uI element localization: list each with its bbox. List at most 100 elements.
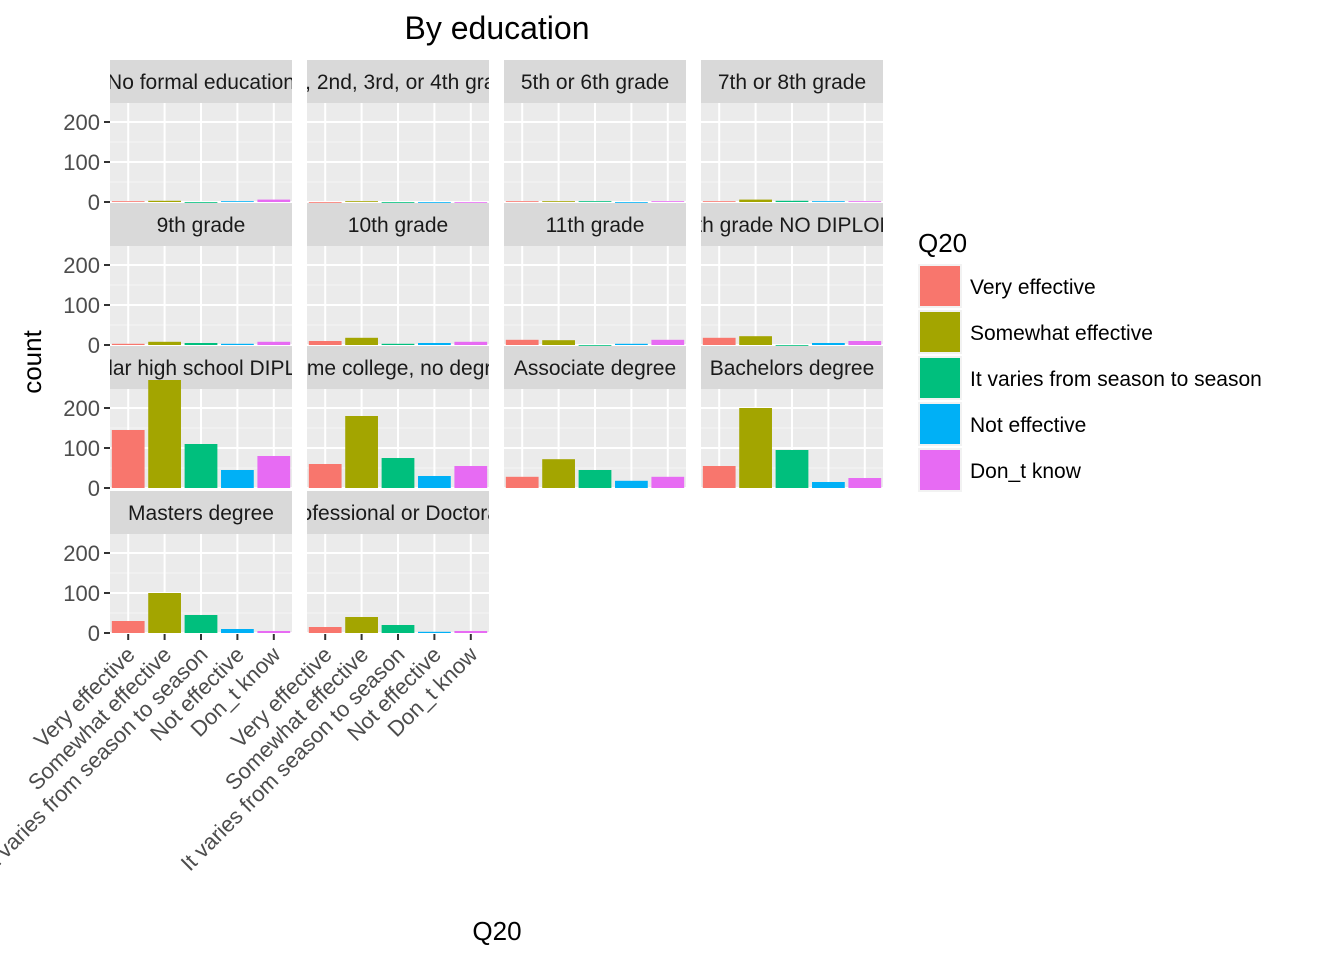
chart-title: By education: [404, 10, 589, 46]
facet-strip: [110, 491, 292, 534]
legend-title: Q20: [918, 228, 967, 258]
bar: [418, 476, 451, 488]
facet-strip: [307, 203, 489, 246]
facet-strip: [307, 491, 489, 534]
bar: [848, 478, 882, 488]
y-tick-label: 0: [88, 476, 100, 501]
facet-strip: [701, 346, 883, 389]
facet-panel: 7th or 8th grade: [701, 60, 883, 203]
x-axis-title: Q20: [472, 916, 521, 946]
facet-strip-label: 10th grade: [348, 214, 448, 237]
facet-strip: [504, 203, 686, 246]
bar: [651, 476, 685, 488]
facet-strip-label: No formal education: [107, 71, 295, 94]
facet-panel: Some college, no degree: [281, 346, 515, 489]
facet-strip-label: 12th grade NO DIPLOMA: [673, 214, 911, 237]
bar: [454, 631, 488, 633]
facet-strip: [504, 346, 686, 389]
y-axis-title: count: [17, 329, 47, 393]
bar: [184, 444, 218, 488]
bar: [578, 201, 612, 202]
legend-key: [920, 358, 960, 398]
y-tick-label: 100: [63, 436, 100, 461]
bar: [221, 629, 254, 633]
bar: [848, 201, 882, 202]
facet-strip-label: 1st, 2nd, 3rd, or 4th grade: [277, 71, 519, 94]
bar: [578, 470, 612, 488]
legend-label: It varies from season to season: [970, 368, 1262, 391]
facet-panel: 10th grade: [307, 203, 489, 346]
bar: [775, 200, 809, 202]
bar: [345, 617, 378, 633]
y-tick-label: 0: [88, 621, 100, 646]
bar: [542, 459, 575, 488]
facet-strip-label: Regular high school DIPLOMA: [58, 357, 344, 380]
facet-panel: Bachelors degree: [701, 346, 883, 489]
bar: [184, 343, 218, 345]
facet-strip-label: 7th or 8th grade: [718, 71, 866, 94]
bar: [184, 615, 218, 633]
y-tick-label: 0: [88, 190, 100, 215]
bar: [148, 380, 181, 488]
legend-label: Don_t know: [970, 460, 1082, 483]
bar: [505, 339, 539, 345]
facet-panel: 9th grade 0 100 200: [63, 203, 292, 358]
y-tick-label: 0: [88, 333, 100, 358]
bar: [578, 345, 612, 346]
bar: [381, 625, 415, 633]
bar: [812, 343, 845, 345]
bar: [148, 593, 181, 633]
bar: [418, 631, 451, 633]
bar: [221, 201, 254, 202]
bar: [221, 343, 254, 345]
facet-strip: [110, 60, 292, 103]
bar: [345, 201, 378, 202]
facet-strip: [307, 60, 489, 103]
bar: [775, 450, 809, 488]
facet-strip-label: Associate degree: [514, 357, 676, 380]
bar: [257, 341, 291, 345]
bar: [651, 201, 685, 202]
y-tick-label: 200: [63, 253, 100, 278]
bar: [111, 621, 145, 633]
bar: [184, 202, 218, 203]
facet-strip-label: Bachelors degree: [710, 357, 875, 380]
facet-strip: [504, 60, 686, 103]
bar: [257, 631, 291, 633]
bar: [615, 202, 648, 203]
facet-panel: 5th or 6th grade: [504, 60, 686, 203]
facet-strip-label: Some college, no degree: [281, 357, 515, 380]
bar: [812, 201, 845, 202]
y-tick-label: 100: [63, 150, 100, 175]
facet-panel: 11th grade: [504, 203, 686, 346]
bar: [505, 476, 539, 488]
facet-strip: [701, 60, 883, 103]
facet-strip: [307, 346, 489, 389]
facet-panels: No formal education 0 100 200 1st, 2nd, 3rd,…: [0, 60, 911, 876]
bar: [812, 482, 845, 488]
bar: [345, 416, 378, 488]
facet-panel: Regular high school DIPLOMA 0 100 200: [58, 346, 344, 501]
facet-strip: [110, 346, 292, 389]
bar: [418, 343, 451, 345]
bar: [739, 336, 772, 345]
y-tick-label: 200: [63, 541, 100, 566]
bar: [542, 201, 575, 202]
bar: [615, 480, 648, 488]
bar: [542, 340, 575, 345]
bar: [381, 202, 415, 203]
bar: [702, 201, 736, 202]
bar: [848, 341, 882, 345]
bar: [418, 202, 451, 203]
bar: [111, 343, 145, 345]
y-tick-label: 100: [63, 293, 100, 318]
legend-label: Somewhat effective: [970, 322, 1153, 345]
bar: [257, 456, 291, 488]
bar: [615, 343, 648, 345]
bar: [345, 337, 378, 345]
facet-strip-label: 9th grade: [157, 214, 246, 237]
facet-strip-label: 5th or 6th grade: [521, 71, 669, 94]
bar: [702, 337, 736, 345]
bar: [148, 341, 181, 345]
